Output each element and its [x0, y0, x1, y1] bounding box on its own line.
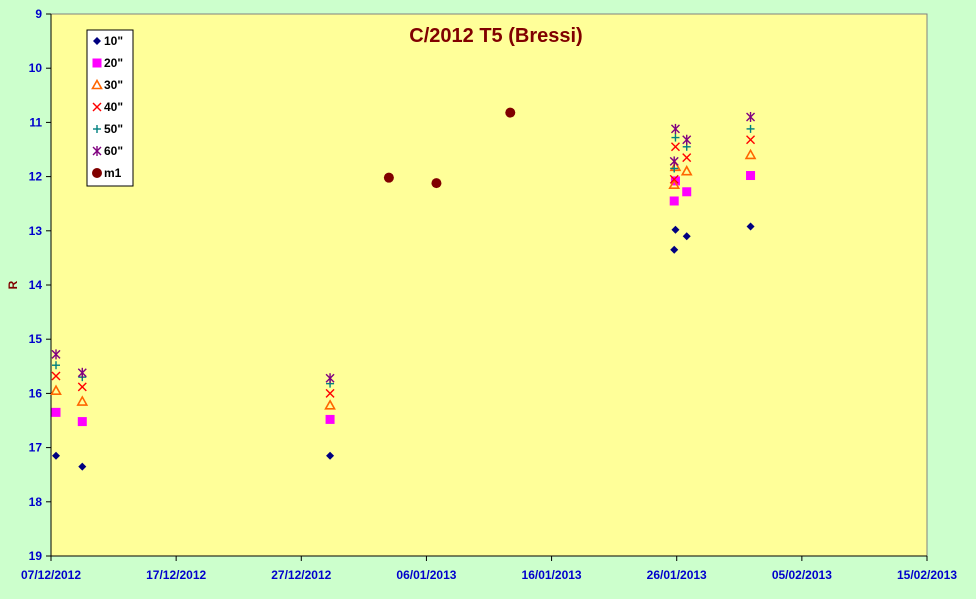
- data-point: [746, 222, 755, 231]
- data-point: [326, 451, 335, 460]
- legend-marker: [92, 168, 102, 178]
- plot-area: [50, 13, 928, 557]
- data-point: [670, 142, 680, 152]
- data-point: [682, 153, 692, 163]
- legend-marker: [93, 125, 101, 133]
- series-2: [50, 148, 757, 410]
- data-point: [77, 417, 87, 427]
- series-5: [51, 111, 756, 384]
- legend-label: 10": [104, 34, 123, 48]
- y-tick-label: 13: [29, 224, 43, 238]
- y-tick-label: 19: [29, 549, 43, 563]
- y-axis-ticks: 9 10 11 12 13 14 15 16 17 18 19: [29, 7, 51, 563]
- legend-label: 30": [104, 78, 123, 92]
- data-point: [51, 349, 61, 360]
- data-point: [746, 111, 756, 122]
- x-tick-label: 16/01/2013: [522, 568, 582, 582]
- y-tick-label: 12: [29, 170, 43, 184]
- y-tick-label: 18: [29, 495, 43, 509]
- legend-label: m1: [104, 166, 122, 180]
- series-3: [51, 135, 756, 398]
- data-point: [746, 124, 755, 133]
- data-point: [746, 171, 756, 181]
- y-tick-label: 10: [29, 61, 43, 75]
- data-point: [51, 371, 61, 381]
- data-point: [669, 174, 679, 184]
- data-point: [78, 462, 87, 471]
- y-tick-label: 9: [35, 7, 42, 21]
- data-point: [50, 384, 62, 395]
- legend-marker: [93, 37, 101, 45]
- y-tick-label: 11: [29, 115, 42, 129]
- data-point: [431, 178, 442, 189]
- data-point: [383, 172, 394, 183]
- data-point: [682, 134, 692, 145]
- data-point: [670, 245, 679, 254]
- data-point: [669, 156, 679, 167]
- legend-label: 20": [104, 56, 123, 70]
- y-axis-label: R: [6, 280, 20, 289]
- legend-label: 50": [104, 122, 123, 136]
- data-point: [744, 148, 757, 160]
- data-point: [505, 107, 516, 118]
- legend-box: [86, 29, 134, 187]
- y-tick-label: 15: [29, 332, 43, 346]
- x-tick-label: 26/01/2013: [647, 568, 707, 582]
- series-6: [383, 107, 516, 189]
- x-axis-ticks: 07/12/2012 17/12/2012 27/12/2012 06/01/2013…: [21, 556, 957, 582]
- data-point: [52, 361, 61, 370]
- data-point: [77, 382, 87, 392]
- data-point: [52, 451, 61, 460]
- series-0: [52, 222, 755, 471]
- data-point: [746, 135, 756, 145]
- data-point: [324, 399, 336, 410]
- data-point: [669, 196, 679, 206]
- data-point: [325, 414, 335, 424]
- y-tick-label: 17: [29, 441, 43, 455]
- legend-label: 60": [104, 144, 123, 158]
- data-point: [669, 160, 682, 172]
- data-series: [50, 107, 757, 471]
- y-tick-label: 14: [29, 278, 43, 292]
- legend: 10" 20" 30" 40" 50" 60" m1: [86, 29, 134, 187]
- x-tick-label: 17/12/2012: [146, 568, 206, 582]
- data-point: [682, 187, 692, 197]
- x-tick-label: 27/12/2012: [271, 568, 331, 582]
- data-point: [671, 133, 680, 142]
- data-point: [671, 225, 680, 234]
- data-point: [77, 367, 87, 378]
- data-point: [670, 123, 680, 134]
- chart-title: C/2012 T5 (Bressi): [409, 25, 582, 47]
- data-point: [682, 232, 691, 241]
- y-tick-label: 16: [29, 386, 43, 400]
- x-tick-label: 06/01/2013: [396, 568, 456, 582]
- x-tick-label: 05/02/2013: [772, 568, 832, 582]
- data-point: [325, 373, 335, 384]
- x-tick-label: 07/12/2012: [21, 568, 81, 582]
- data-point: [76, 395, 89, 406]
- legend-label: 40": [104, 100, 123, 114]
- x-tick-label: 15/02/2013: [897, 568, 957, 582]
- data-point: [668, 178, 681, 190]
- data-point: [51, 407, 61, 417]
- legend-marker: [91, 78, 103, 90]
- legend-marker: [92, 102, 102, 112]
- legend-marker: [92, 58, 102, 68]
- data-point: [325, 388, 335, 398]
- data-point: [680, 165, 693, 176]
- legend-marker: [92, 146, 102, 156]
